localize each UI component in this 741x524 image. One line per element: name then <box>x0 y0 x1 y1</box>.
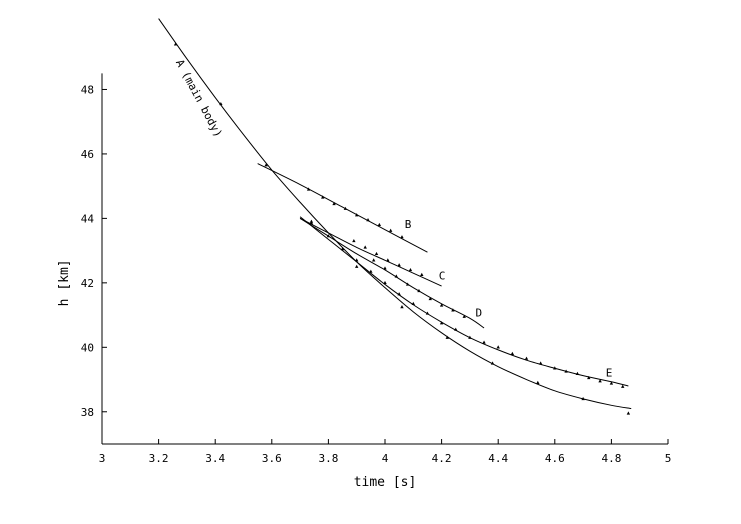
data-point-a-main-body <box>445 335 449 339</box>
x-tick-label: 4.4 <box>488 452 508 465</box>
curve-labels: A (main body) B C D E <box>173 57 612 379</box>
data-point-e <box>598 379 602 383</box>
data-point-b <box>388 228 393 232</box>
data-point-e <box>538 361 543 365</box>
data-point-e <box>468 335 472 339</box>
curve-label-b: B <box>405 218 412 231</box>
data-point-b <box>377 222 382 227</box>
data-point-e <box>587 375 591 380</box>
data-point-e <box>609 381 614 385</box>
data-point-a-main-body <box>581 396 585 401</box>
data-point-e <box>575 371 580 375</box>
curve-label-e: E <box>606 366 613 379</box>
y-tick-label: 44 <box>81 212 95 225</box>
data-point-e <box>340 247 345 251</box>
data-point-c <box>420 272 424 276</box>
data-point-d <box>417 288 421 293</box>
data-points <box>173 42 631 415</box>
data-point-a-main-body <box>626 411 631 415</box>
data-point-c <box>352 238 356 243</box>
curve-label-c: C <box>439 270 446 283</box>
data-point-e <box>621 384 625 388</box>
fit-curves <box>158 18 632 410</box>
fit-curve-e <box>299 216 629 387</box>
curve-label-a-main-body: A (main body) <box>173 57 225 139</box>
fit-curve-c <box>299 217 442 287</box>
data-point-e <box>454 327 458 331</box>
data-point-e <box>496 345 500 349</box>
data-point-a-main-body <box>536 380 540 384</box>
y-tick-label: 48 <box>81 83 94 96</box>
data-point-e <box>397 292 401 296</box>
data-point-c <box>374 251 379 256</box>
x-ticks: 3 3.2 3.4 3.6 3.8 4 4.2 4.4 4.6 4.8 5 <box>99 439 672 465</box>
y-tick-label: 38 <box>81 406 94 419</box>
data-point-d <box>439 303 444 307</box>
data-point-a-main-body <box>264 163 268 167</box>
fit-curve-b <box>257 163 428 253</box>
y-ticks: 38 40 42 44 46 48 <box>81 83 107 419</box>
data-point-e <box>326 234 331 238</box>
data-point-e <box>411 301 415 305</box>
data-point-a-main-body <box>173 42 178 46</box>
data-point-c <box>386 258 390 262</box>
x-tick-label: 3 <box>99 452 106 465</box>
data-point-a-main-body <box>219 101 223 106</box>
data-point-d <box>394 274 399 278</box>
x-tick-label: 3.6 <box>262 452 282 465</box>
data-point-d <box>428 296 432 301</box>
data-point-b <box>306 187 311 191</box>
x-tick-label: 4.8 <box>601 452 621 465</box>
data-point-a-main-body <box>309 219 314 223</box>
curve-label-d: D <box>476 307 483 320</box>
data-point-e <box>439 321 444 325</box>
data-point-b <box>343 206 348 210</box>
data-point-b <box>321 195 325 199</box>
data-point-a-main-body <box>400 305 404 309</box>
data-point-e <box>482 340 486 344</box>
data-point-b <box>366 218 370 222</box>
data-point-b <box>332 201 336 206</box>
axes: 3 3.2 3.4 3.6 3.8 4 4.2 4.4 4.6 4.8 5 38 40 42 44 46 48 <box>81 73 672 465</box>
data-point-e <box>553 366 557 370</box>
y-tick-label: 40 <box>81 341 94 354</box>
y-tick-label: 46 <box>81 148 94 161</box>
data-point-b <box>400 235 404 239</box>
data-point-e <box>383 280 387 285</box>
x-axis-label: time [s] <box>354 475 417 490</box>
data-point-a-main-body <box>490 361 495 365</box>
x-tick-label: 4.2 <box>432 452 452 465</box>
data-point-c <box>397 263 401 267</box>
data-point-e <box>309 221 314 225</box>
data-point-a-main-body <box>355 264 359 268</box>
x-tick-label: 3.2 <box>149 452 169 465</box>
data-point-d <box>371 258 376 262</box>
data-point-d <box>383 266 387 270</box>
y-tick-label: 42 <box>81 277 94 290</box>
x-tick-label: 4.6 <box>545 452 565 465</box>
data-point-e <box>425 311 430 315</box>
x-tick-label: 5 <box>665 452 672 465</box>
fit-curve-d <box>299 217 485 329</box>
data-point-c <box>408 267 413 272</box>
fit-curve-a-main-body <box>158 18 632 410</box>
data-point-e <box>355 258 359 262</box>
y-axis-label: h [km] <box>57 259 72 306</box>
x-tick-label: 4 <box>382 452 389 465</box>
data-point-d <box>451 308 455 312</box>
data-point-d <box>462 314 466 318</box>
data-point-c <box>363 245 367 249</box>
data-point-d <box>405 282 410 286</box>
x-tick-label: 3.4 <box>205 452 225 465</box>
data-point-e <box>510 351 515 355</box>
data-point-e <box>369 269 373 273</box>
data-point-e <box>564 369 568 373</box>
data-point-b <box>355 213 359 217</box>
data-point-e <box>524 356 529 360</box>
x-tick-label: 3.8 <box>318 452 338 465</box>
